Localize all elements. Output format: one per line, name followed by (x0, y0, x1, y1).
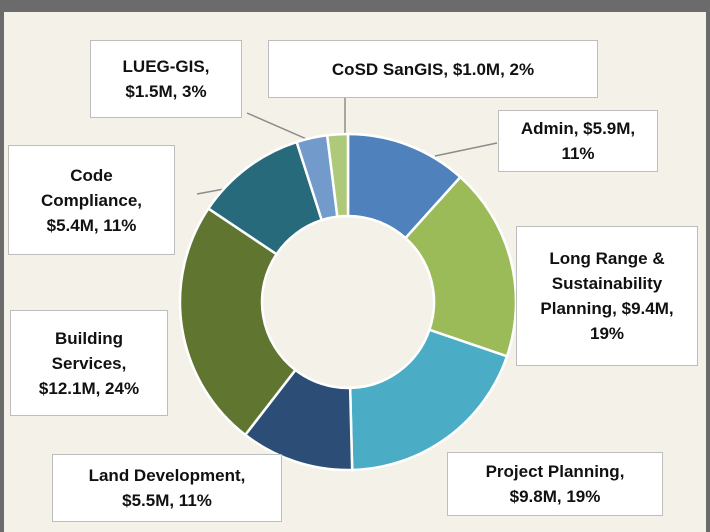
slice-label: Project Planning, $9.8M, 19% (447, 452, 663, 516)
slice-label: Admin, $5.9M, 11% (498, 110, 658, 172)
slice-label: Land Development, $5.5M, 11% (52, 454, 282, 522)
donut-slice (178, 206, 298, 437)
slice-label: LUEG-GIS, $1.5M, 3% (90, 40, 242, 118)
slice-label: Building Services, $12.1M, 24% (10, 310, 168, 416)
leader-line (434, 142, 498, 157)
slice-label: CoSD SanGIS, $1.0M, 2% (268, 40, 598, 98)
donut-slice (325, 132, 350, 219)
slice-label: Long Range & Sustainability Planning, $9… (516, 226, 698, 366)
donut-slice (403, 175, 518, 358)
slice-label: Code Compliance, $5.4M, 11% (8, 145, 175, 255)
donut-slice (348, 328, 509, 472)
